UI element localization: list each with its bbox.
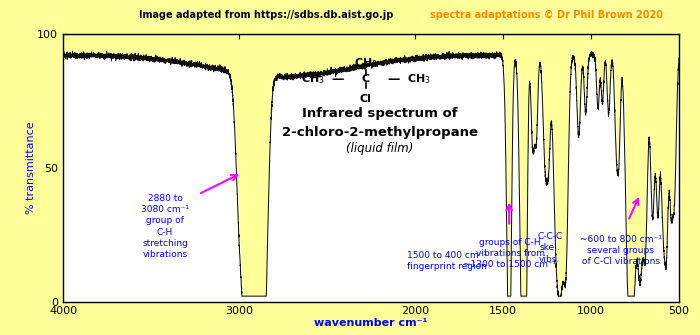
Text: —: —: [331, 73, 344, 85]
Text: —: —: [388, 73, 400, 85]
X-axis label: wavenumber cm⁻¹: wavenumber cm⁻¹: [314, 318, 428, 328]
Text: Image adapted from https://sdbs.db.aist.go.jp: Image adapted from https://sdbs.db.aist.…: [139, 10, 393, 20]
Text: 1500 to 400 cm⁻¹
fingerprint region: 1500 to 400 cm⁻¹ fingerprint region: [407, 251, 486, 271]
Text: CH$_3$: CH$_3$: [354, 56, 377, 70]
Text: (liquid film): (liquid film): [346, 142, 414, 155]
Text: 2-chloro-2-methylpropane: 2-chloro-2-methylpropane: [282, 126, 478, 139]
Text: C-C-C
skel.
vibs.: C-C-C skel. vibs.: [537, 232, 562, 264]
Text: Cl: Cl: [360, 94, 372, 104]
Text: CH$_3$: CH$_3$: [301, 72, 325, 86]
Text: ~600 to 800 cm⁻¹
several groups
of C-Cl vibrations: ~600 to 800 cm⁻¹ several groups of C-Cl …: [580, 235, 662, 266]
Text: 2880 to
3080 cm⁻¹
group of
C-H
stretching
vibrations: 2880 to 3080 cm⁻¹ group of C-H stretchin…: [141, 194, 189, 259]
Text: groups of C-H
vibrations from
~1300 to 1500 cm⁻¹: groups of C-H vibrations from ~1300 to 1…: [463, 238, 556, 269]
Y-axis label: % transmittance: % transmittance: [26, 121, 36, 214]
Text: C: C: [362, 74, 370, 84]
Text: Infrared spectrum of: Infrared spectrum of: [302, 108, 458, 120]
Text: spectra adaptations © Dr Phil Brown 2020: spectra adaptations © Dr Phil Brown 2020: [430, 10, 662, 20]
Text: CH$_3$: CH$_3$: [407, 72, 430, 86]
